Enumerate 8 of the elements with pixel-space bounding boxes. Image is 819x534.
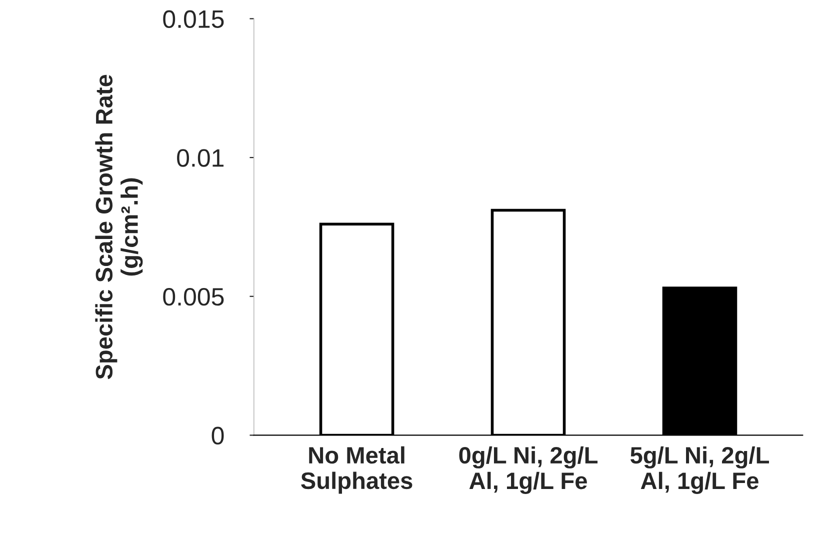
y-tick-label: 0.005 <box>163 288 224 306</box>
y-axis-title: Specific Scale Growth Rate (g/cm².h) <box>95 74 143 380</box>
y-tick-label: 0 <box>212 426 224 445</box>
y-tick-label: 0.01 <box>177 149 224 167</box>
y-tick-label: 0.015 <box>163 10 224 28</box>
x-tick-label: 5g/L Ni, 2g/L Al, 1g/L Fe <box>630 446 769 494</box>
x-tick-label: 0g/L Ni, 2g/L Al, 1g/L Fe <box>459 446 598 494</box>
x-tick-label: No Metal Sulphates <box>301 446 412 494</box>
